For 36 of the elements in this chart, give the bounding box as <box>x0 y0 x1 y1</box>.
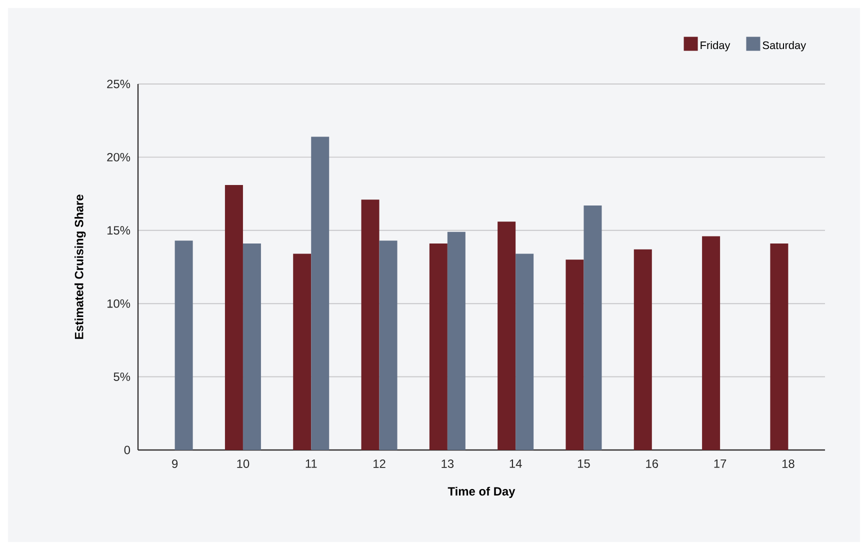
bar <box>702 236 720 450</box>
y-tick-label: 0 <box>124 446 130 454</box>
bar <box>379 240 398 450</box>
x-tick-label: 11 <box>306 460 317 468</box>
legend-label: Friday <box>700 41 730 52</box>
x-tick-label: 15 <box>578 460 590 468</box>
y-tick-label: 25% <box>107 80 130 88</box>
bar <box>566 260 584 450</box>
bar <box>311 136 330 450</box>
x-tick-label: 12 <box>374 460 386 468</box>
bar <box>634 249 652 450</box>
x-tick-label: 10 <box>237 460 250 468</box>
legend-label: Saturday <box>762 41 806 52</box>
x-tick-label: 13 <box>442 460 454 468</box>
bar <box>770 244 788 450</box>
x-tick-label: 16 <box>646 460 658 468</box>
y-tick-label: 15% <box>107 226 130 235</box>
x-tick-label: 9 <box>172 460 178 468</box>
y-tick-label: 10% <box>107 299 130 308</box>
bar <box>516 254 534 450</box>
x-axis-title: Time of Day <box>448 486 516 498</box>
y-tick-label: 5% <box>114 372 130 381</box>
bar <box>498 222 516 450</box>
y-axis-title: Estimated Cruising Share <box>74 194 86 339</box>
y-tick-label: 20% <box>107 152 130 162</box>
bar <box>447 232 466 450</box>
bar <box>293 254 312 450</box>
bar <box>584 206 602 450</box>
bar <box>174 240 193 450</box>
bar <box>242 244 261 450</box>
x-tick-label: 14 <box>510 460 522 468</box>
bar <box>429 244 448 450</box>
x-tick-label: 17 <box>714 460 726 468</box>
bar <box>224 185 243 450</box>
bar <box>361 200 380 450</box>
x-tick-label: 18 <box>782 460 794 468</box>
